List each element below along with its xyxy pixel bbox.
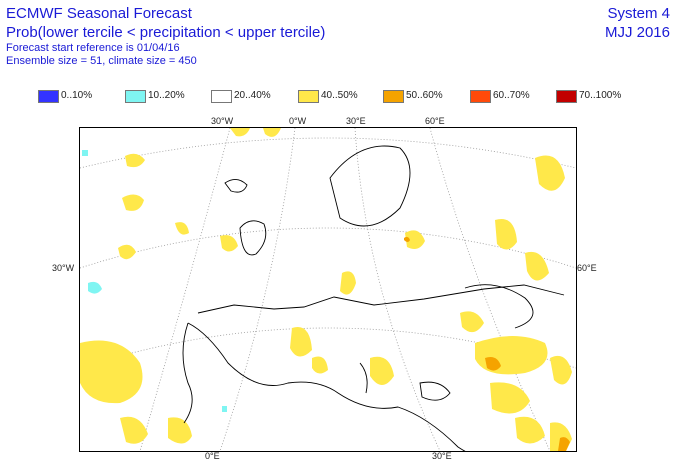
- lon-label-0-bottom: 0°E: [205, 451, 220, 461]
- yellow-patch: [525, 251, 549, 281]
- meridian-30e: [354, 128, 441, 451]
- yellow-patch: [168, 417, 192, 444]
- lon-label-30e-bottom: 30°E: [432, 451, 452, 461]
- coastline-black-caspian: [464, 284, 534, 329]
- lon-label-0-top: 0°W: [289, 116, 307, 126]
- lon-label-60e-right: 60°E: [577, 263, 597, 273]
- legend-swatch: [383, 90, 404, 103]
- orange-patch: [404, 236, 410, 242]
- coastlines: [182, 145, 565, 451]
- yellow-patch: [80, 340, 143, 404]
- cyan-patch: [88, 281, 102, 294]
- yellow-patch: [312, 356, 328, 374]
- system-name: System 4: [607, 5, 670, 22]
- coastline-iceland: [224, 179, 248, 193]
- yellow-patch: [460, 311, 484, 333]
- legend-label: 60..70%: [493, 90, 530, 101]
- yellow-patch: [370, 356, 394, 385]
- legend-label: 0..10%: [61, 90, 93, 101]
- legend-label: 70..100%: [579, 90, 622, 101]
- yellow-patch: [495, 218, 517, 250]
- lon-label-30w-top: 30°W: [211, 116, 234, 126]
- yellow-patch: [405, 230, 425, 249]
- graticule: [80, 128, 576, 451]
- coastline-north: [197, 284, 565, 314]
- cyan-patch: [82, 150, 88, 156]
- meridian-0: [219, 128, 296, 451]
- parallel-70n: [80, 137, 576, 169]
- coastline-scandinavia: [329, 145, 411, 227]
- legend-label: 50..60%: [406, 90, 443, 101]
- yellow-patch: [122, 194, 144, 211]
- legend-label: 20..40%: [234, 90, 271, 101]
- lon-label-30w-left: 30°W: [52, 263, 75, 273]
- yellow-patch: [550, 355, 572, 385]
- yellow-patch: [175, 222, 189, 235]
- coastline-greece: [419, 381, 451, 401]
- start-reference: Forecast start reference is 01/04/16: [6, 42, 180, 54]
- yellow-patch: [515, 416, 545, 444]
- coastline-italy: [359, 362, 368, 394]
- legend-swatch: [556, 90, 577, 103]
- chart-title: ECMWF Seasonal Forecast: [6, 5, 192, 22]
- yellow-patch: [340, 271, 356, 295]
- meridian-30w: [139, 128, 231, 451]
- chart-subtitle: Prob(lower tercile < precipitation < upp…: [6, 24, 326, 41]
- yellow-patch: [120, 416, 148, 444]
- system-block: System 4 MJJ 2016: [605, 4, 670, 42]
- coastline-iberia: [182, 322, 193, 424]
- legend-swatch: [38, 90, 59, 103]
- coastline-uk: [239, 220, 267, 256]
- prob-40-50-areas: [80, 128, 572, 451]
- yellow-patch: [118, 244, 136, 260]
- forecast-period: MJJ 2016: [604, 24, 670, 41]
- map-frame: [79, 127, 577, 452]
- yellow-patch: [490, 382, 530, 414]
- legend-label: 40..50%: [321, 90, 358, 101]
- legend-swatch: [125, 90, 146, 103]
- map-svg: [80, 128, 576, 451]
- prob-10-20-areas: [82, 150, 227, 412]
- parallel-50n: [80, 327, 576, 369]
- legend-label: 10..20%: [148, 90, 185, 101]
- yellow-patch: [125, 153, 145, 168]
- yellow-patch: [535, 155, 565, 191]
- title-block: ECMWF Seasonal Forecast Prob(lower terci…: [6, 4, 325, 68]
- yellow-patch: [475, 336, 548, 375]
- legend-swatch: [211, 90, 232, 103]
- legend-swatch: [470, 90, 491, 103]
- parallel-60n: [80, 227, 576, 269]
- cyan-patch: [222, 406, 227, 412]
- legend-swatch: [298, 90, 319, 103]
- yellow-patch: [290, 326, 312, 357]
- yellow-patch: [263, 128, 281, 137]
- lon-label-60e-top: 60°E: [425, 116, 445, 126]
- prob-50-60-areas: [404, 236, 570, 451]
- yellow-patch: [230, 128, 250, 137]
- lon-label-30e-top: 30°E: [346, 116, 366, 126]
- yellow-patch: [220, 235, 238, 252]
- ensemble-info: Ensemble size = 51, climate size = 450: [6, 55, 197, 67]
- coastline-med: [187, 322, 466, 451]
- orange-patch: [485, 357, 501, 371]
- meridian-60e: [429, 128, 551, 451]
- orange-patch: [558, 437, 570, 451]
